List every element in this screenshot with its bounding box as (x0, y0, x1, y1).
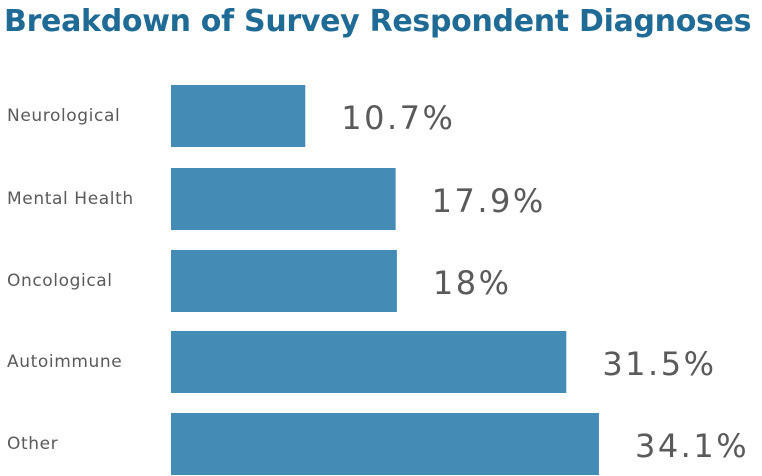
value-labels: 10.7% 17.9% 18% 31.5% 34.1% (341, 99, 749, 465)
value-label: 17.9% (432, 182, 546, 220)
category-label: Other (7, 434, 58, 454)
value-label: 34.1% (635, 427, 749, 465)
value-label: 31.5% (602, 345, 716, 383)
category-label: Neurological (7, 106, 120, 126)
chart-title: Breakdown of Survey Respondent Diagnoses (4, 4, 752, 39)
bar-autoimmune (171, 331, 567, 393)
category-label: Mental Health (7, 189, 134, 209)
bar-other (171, 413, 599, 475)
category-labels: Neurological Mental Health Oncological Auto… (7, 106, 134, 454)
value-label: 10.7% (341, 99, 455, 137)
bar-oncological (171, 250, 397, 312)
bar-mental-health (171, 168, 396, 230)
category-label: Oncological (7, 271, 113, 291)
category-label: Autoimmune (7, 352, 122, 372)
bars-layer (171, 85, 599, 475)
bar-neurological (171, 85, 306, 147)
value-label: 18% (433, 264, 512, 302)
